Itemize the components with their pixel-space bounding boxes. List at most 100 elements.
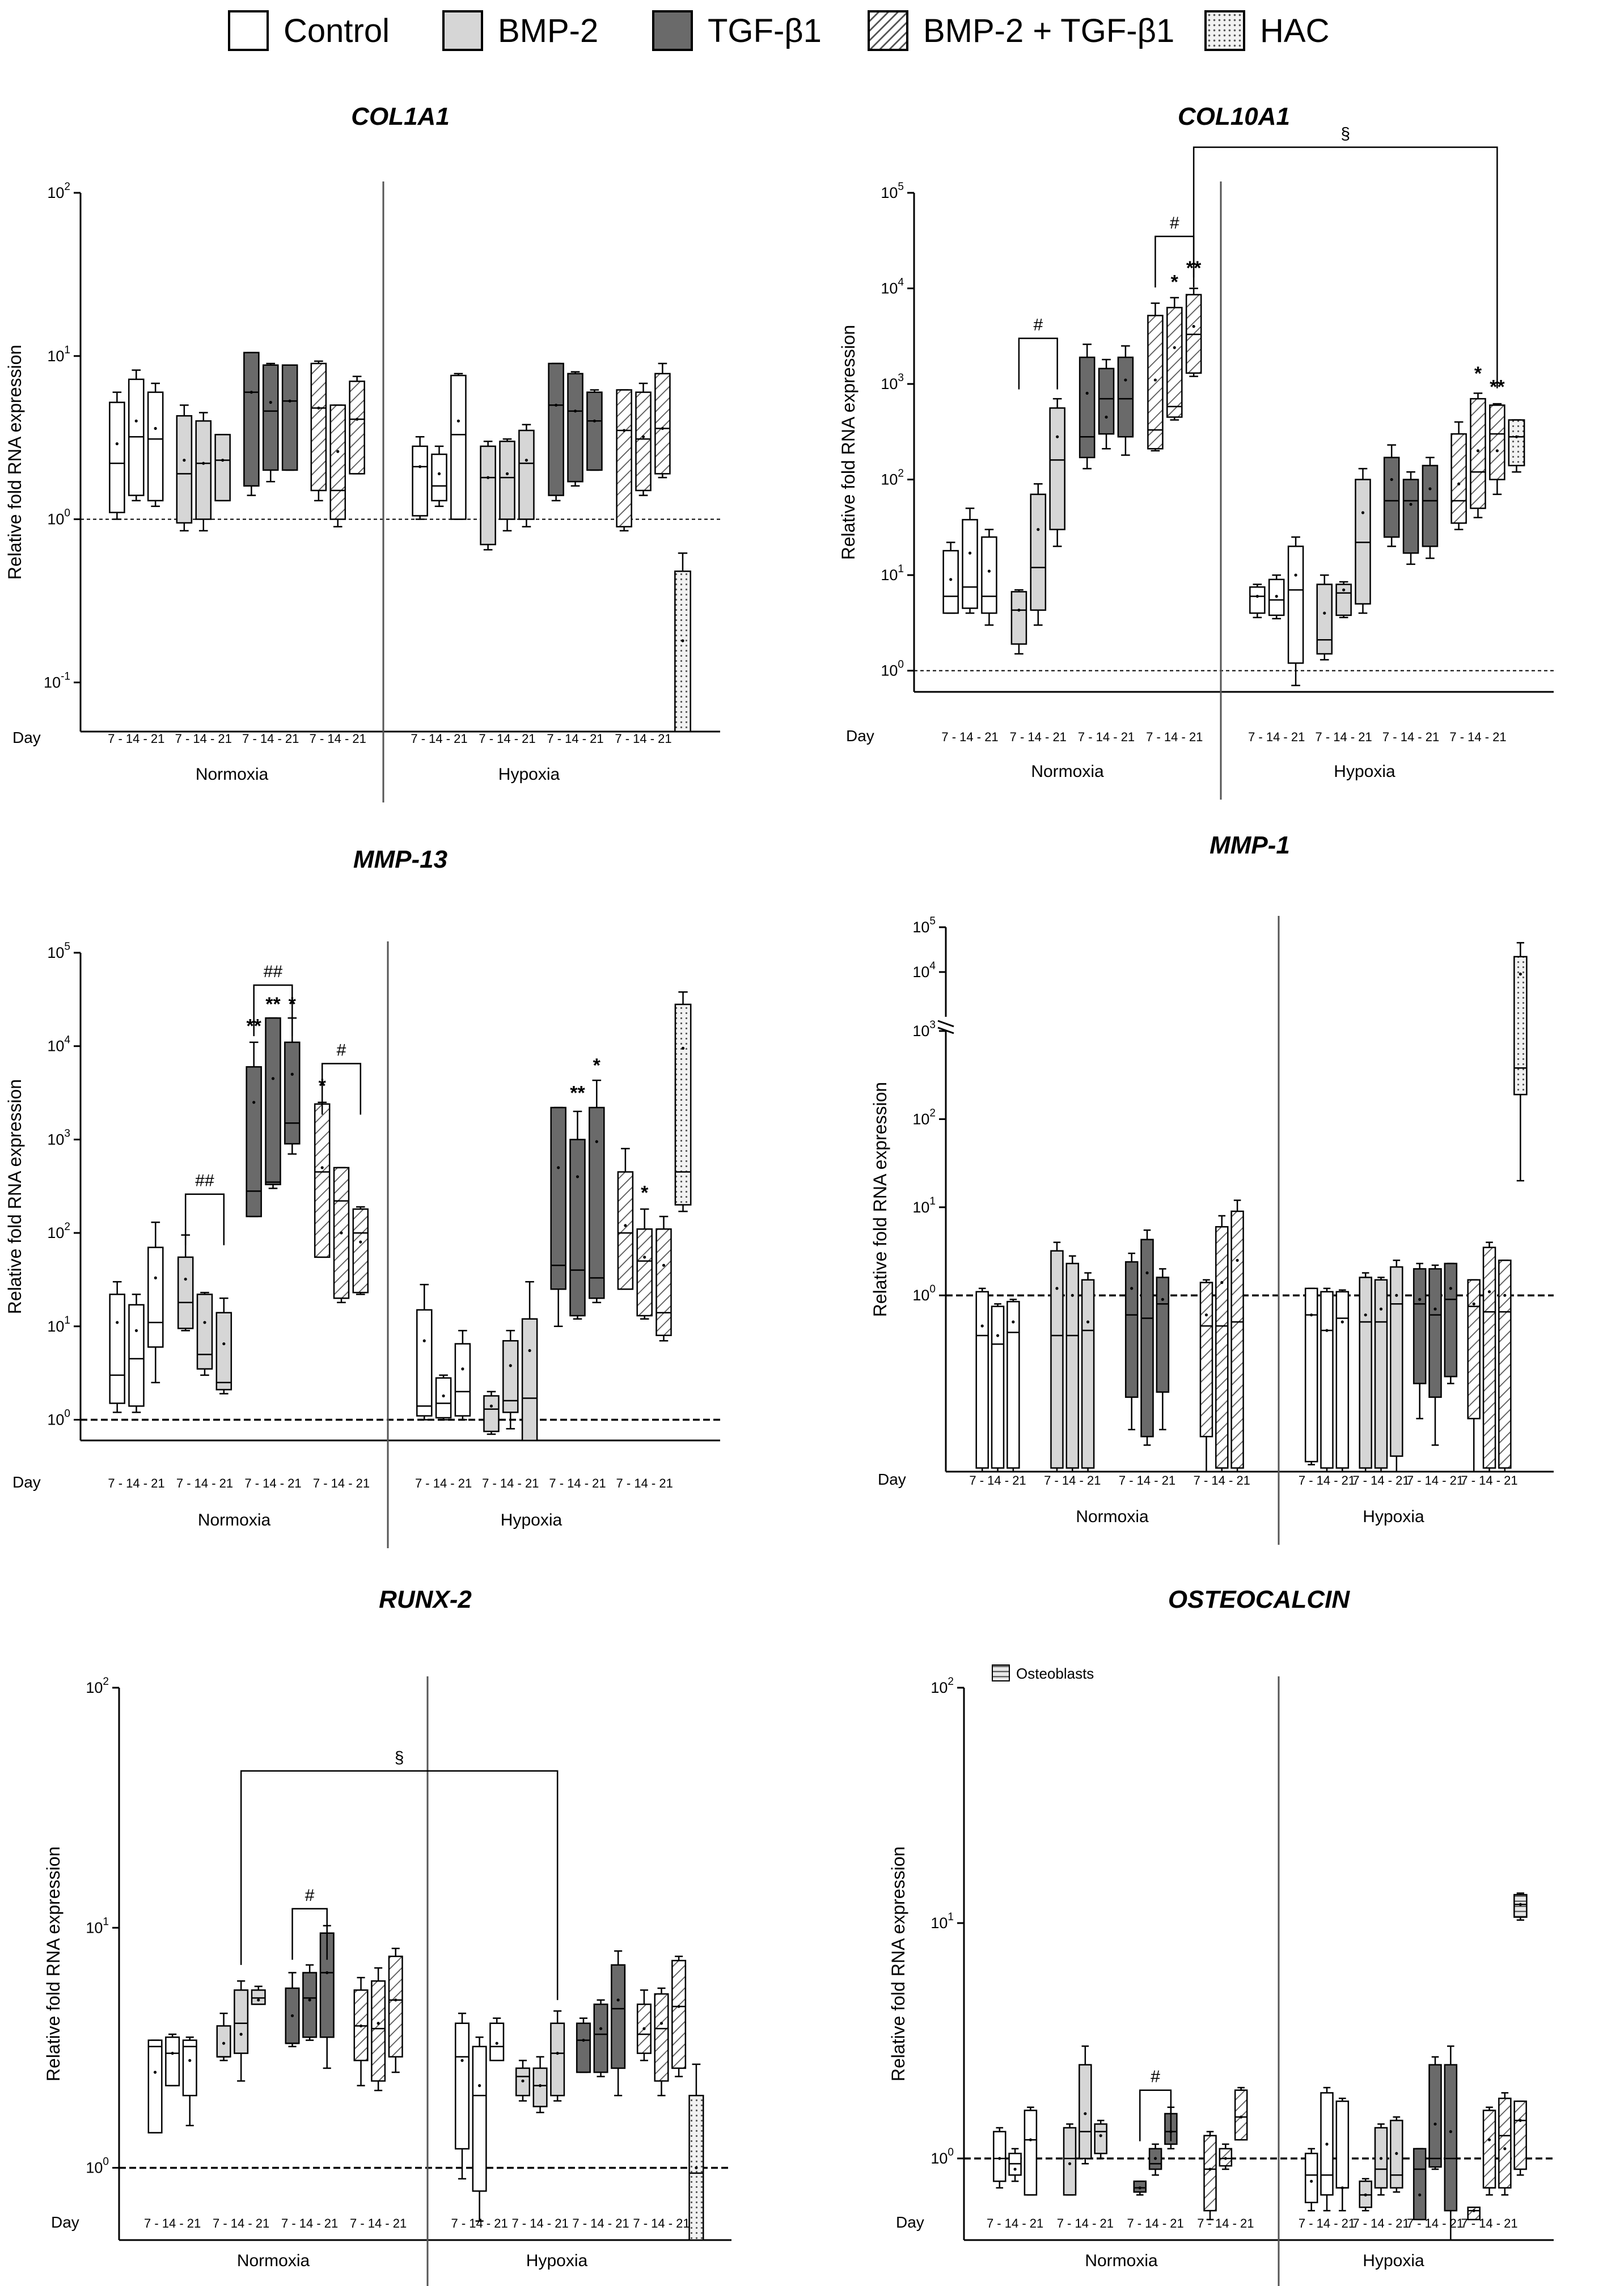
y-axis-label: Relative fold RNA expression <box>888 1846 908 2081</box>
box-bmp-2-normoxia-day14 <box>1030 483 1047 626</box>
box-bmp-2-tgf-1-normoxia-day7 <box>1147 302 1164 452</box>
box-body <box>147 1246 164 1348</box>
box-bmp-2-tgf-1-hypoxia-day7 <box>1467 2206 1481 2221</box>
box-body <box>521 1318 538 1442</box>
mean-dot <box>203 1321 206 1324</box>
significance-symbol: # <box>337 1041 346 1060</box>
box-body <box>1508 419 1525 467</box>
box-body <box>1383 457 1400 538</box>
box-body <box>589 1106 605 1299</box>
box-control-normoxia-day7 <box>993 2127 1006 2189</box>
mean-dot <box>1503 1294 1507 1297</box>
mean-dot <box>495 2042 498 2045</box>
box-body <box>674 1003 692 1206</box>
mean-dot <box>487 476 490 479</box>
mean-dot <box>1153 2157 1157 2160</box>
mean-dot <box>1068 2162 1072 2165</box>
box-body <box>1024 2110 1038 2196</box>
box-bmp-2-tgf-1-normoxia-day21 <box>1230 1199 1244 1473</box>
box-tgf-1-hypoxia-day14 <box>1402 471 1419 565</box>
mean-dot <box>1310 1313 1313 1317</box>
box-body <box>611 1964 626 2069</box>
box-bmp-2-tgf-1-hypoxia-day7 <box>617 1148 634 1290</box>
legend-item-bmp2: BMP-2 <box>442 9 598 52</box>
box-body <box>1422 464 1439 547</box>
mean-dot <box>556 2052 559 2055</box>
box-body <box>1166 307 1183 418</box>
mean-dot <box>456 419 460 422</box>
group-tick-label: 7 - 14 - 21 <box>1299 1473 1355 1488</box>
box-bmp-2-hypoxia-day7 <box>1316 574 1333 661</box>
box-body <box>671 1959 687 2069</box>
box-body <box>1304 2153 1318 2203</box>
box-tgf-1-hypoxia-day14 <box>567 371 583 487</box>
box-body <box>128 1304 145 1407</box>
y-tick-label: 104 <box>47 1034 70 1055</box>
legend-label: BMP-2 + TGF-β1 <box>923 12 1175 49</box>
box-bmp-2-normoxia-day14 <box>195 412 212 532</box>
box-body <box>1444 2064 1458 2212</box>
group-tick-label: 7 - 14 - 21 <box>108 732 164 746</box>
box-hac-hypoxia-day0 <box>1508 419 1525 473</box>
mean-dot <box>1476 449 1480 453</box>
y-axis-label: Relative fold RNA expression <box>43 1846 64 2081</box>
y-tick-label: 100 <box>912 1283 936 1304</box>
significance-mark: * <box>1474 363 1482 384</box>
significance-bracket <box>1192 146 1498 388</box>
box-body <box>1450 433 1467 524</box>
box-control-normoxia-day14 <box>128 369 145 502</box>
mean-dot <box>460 2059 464 2062</box>
box-tgf-1-normoxia-day7 <box>1133 2181 1147 2196</box>
box-body <box>196 1294 213 1370</box>
mean-dot <box>593 419 597 422</box>
box-bmp-2-tgf-1-hypoxia-day22 <box>1513 2100 1527 2176</box>
box-bmp-2-normoxia-day14 <box>1079 2045 1092 2165</box>
box-body <box>284 1041 301 1145</box>
mean-dot <box>1418 2193 1422 2196</box>
mean-dot <box>1173 346 1176 349</box>
box-body <box>246 1066 262 1218</box>
box-body <box>981 536 997 614</box>
box-hac-hypoxia-day0 <box>674 552 691 733</box>
box-control-hypoxia-day7 <box>1304 2148 1318 2212</box>
box-body <box>416 1309 433 1417</box>
box-bmp-2-tgf-1-normoxia-day21 <box>1185 288 1202 377</box>
y-tick-label: 102 <box>931 1676 954 1696</box>
mean-dot <box>1449 2130 1452 2133</box>
mean-dot <box>681 639 684 643</box>
box-body <box>182 2039 197 2097</box>
mean-dot <box>1275 594 1278 598</box>
mean-dot <box>1515 435 1519 438</box>
box-bmp-2-tgf-1-hypoxia-day14 <box>1470 392 1486 518</box>
box-bmp-2-hypoxia-day21 <box>518 424 535 527</box>
mean-dot <box>1472 1302 1475 1305</box>
legend-item-combo: BMP-2 + TGF-β1 <box>868 9 1174 52</box>
mean-dot <box>1395 2152 1398 2155</box>
box-control-hypoxia-day7 <box>412 436 428 520</box>
mean-dot <box>661 426 665 430</box>
mean-dot <box>509 1364 512 1367</box>
mean-dot <box>521 2079 525 2083</box>
y-tick-label: 102 <box>881 468 904 488</box>
mean-dot <box>677 2005 680 2008</box>
group-tick-label: 7 - 14 - 21 <box>1299 2216 1355 2230</box>
box-bmp-2-hypoxia-day21 <box>1390 2116 1403 2193</box>
box-body <box>1010 591 1027 645</box>
mean-dot <box>134 419 138 422</box>
mean-dot <box>641 435 645 438</box>
box-bmp-2-tgf-1-hypoxia-day14 <box>1482 2106 1496 2196</box>
box-tgf-1-hypoxia-day21 <box>1444 2045 1458 2241</box>
group-tick-label: 7 - 14 - 21 <box>511 2216 568 2230</box>
box-bmp-2-normoxia-day21 <box>1081 1272 1095 1473</box>
box-body <box>251 1989 266 2005</box>
mean-dot <box>153 2071 157 2074</box>
box-body <box>1390 1266 1403 1457</box>
box-bmp-2-normoxia-day7 <box>216 2012 231 2061</box>
mean-dot <box>1145 1271 1149 1275</box>
chart-title: COL1A1 <box>351 103 450 130</box>
mean-dot <box>1325 2143 1329 2146</box>
box-hac-hypoxia-day0 <box>674 991 692 1212</box>
box-tgf-1-normoxia-day14 <box>265 1017 281 1189</box>
mean-dot <box>308 1998 311 2002</box>
